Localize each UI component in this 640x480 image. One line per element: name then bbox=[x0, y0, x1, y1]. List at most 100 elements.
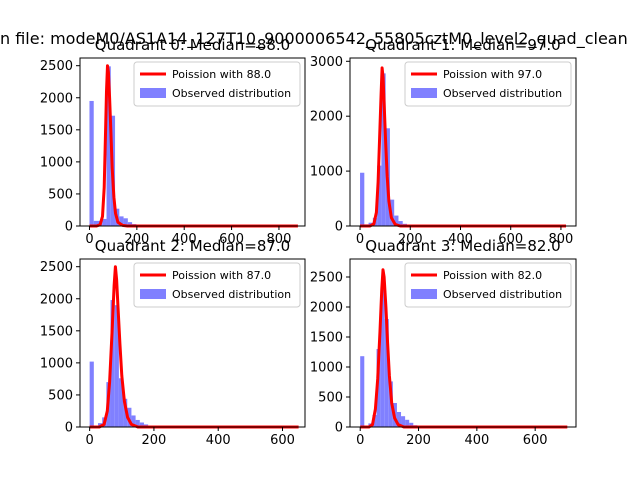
histogram-bar bbox=[93, 220, 98, 226]
histogram-bar bbox=[405, 419, 410, 427]
y-tick-label: 500 bbox=[48, 388, 73, 403]
x-tick-label: 0 bbox=[356, 232, 364, 247]
legend: Poission with 88.0 Observed distribution bbox=[133, 61, 301, 107]
legend-entry: Poission with 97.0 bbox=[443, 68, 542, 81]
x-tick-label: 0 bbox=[85, 232, 93, 247]
histogram-bar bbox=[135, 419, 140, 427]
y-tick-label: 0 bbox=[65, 421, 73, 436]
panel-title: Quadrant 1: Median=97.0 bbox=[365, 36, 560, 54]
y-tick-label: 1500 bbox=[310, 331, 343, 346]
histogram-bar bbox=[110, 300, 115, 427]
histogram-bar bbox=[114, 305, 119, 427]
y-tick-label: 1000 bbox=[310, 361, 343, 376]
legend-entry: Observed distribution bbox=[172, 87, 291, 100]
histogram-bar bbox=[106, 66, 111, 226]
legend-entry: Poission with 87.0 bbox=[172, 269, 271, 282]
legend-entry: Observed distribution bbox=[443, 288, 562, 301]
histogram-bar bbox=[89, 361, 94, 427]
axes-frame bbox=[79, 258, 306, 428]
y-tick-label: 2000 bbox=[40, 292, 73, 307]
y-tick-label: 500 bbox=[318, 391, 343, 406]
histogram-bar bbox=[360, 356, 365, 427]
legend-box bbox=[404, 262, 572, 308]
histogram-bar bbox=[401, 416, 406, 427]
histogram-bar bbox=[127, 222, 133, 226]
legend-box bbox=[404, 61, 572, 107]
figure-suptitle: n file: modeM0/AS1A14_127T10_9000006542_… bbox=[0, 29, 628, 49]
legend-bar-swatch bbox=[411, 88, 437, 98]
y-tick-label: 3000 bbox=[310, 55, 343, 70]
histogram-bar bbox=[376, 349, 381, 427]
x-tick-label: 600 bbox=[498, 232, 523, 247]
x-tick-label: 0 bbox=[356, 433, 364, 448]
y-tick-label: 0 bbox=[65, 220, 73, 235]
y-tick-label: 0 bbox=[335, 220, 343, 235]
axes-frame bbox=[349, 57, 577, 227]
y-tick-label: 1500 bbox=[40, 324, 73, 339]
x-tick-label: 600 bbox=[219, 232, 244, 247]
histogram-bar bbox=[102, 218, 107, 226]
histogram-bar bbox=[123, 398, 128, 427]
y-tick-label: 1000 bbox=[40, 155, 73, 170]
histogram-bar bbox=[118, 378, 124, 427]
histogram-bar bbox=[123, 218, 128, 226]
legend-entry: Poission with 82.0 bbox=[443, 269, 542, 282]
panel-title: Quadrant 3: Median=82.0 bbox=[365, 237, 560, 255]
histogram-bar bbox=[377, 165, 382, 226]
x-tick-label: 800 bbox=[549, 232, 574, 247]
histogram-bar bbox=[360, 172, 365, 226]
histogram-bar bbox=[127, 407, 132, 427]
y-tick-label: 1000 bbox=[40, 356, 73, 371]
y-tick-label: 2500 bbox=[40, 59, 73, 74]
legend-bar-swatch bbox=[140, 88, 166, 98]
chart-panel-1: 0 200 400 600 800 0 1000 2000 3000 Quadrant 1: Me… bbox=[310, 36, 577, 247]
histogram-bar bbox=[89, 100, 94, 226]
y-tick-label: 2000 bbox=[310, 301, 343, 316]
x-tick-label: 200 bbox=[124, 232, 149, 247]
chart-panel-2: 0 200 400 600 0 500 1000 1500 2000 2500 Quadrant 2… bbox=[40, 237, 306, 448]
histogram-bar bbox=[381, 73, 386, 226]
y-tick-label: 1500 bbox=[40, 123, 73, 138]
legend-entry: Observed distribution bbox=[443, 87, 562, 100]
histogram-bar bbox=[396, 412, 402, 427]
x-tick-label: 200 bbox=[142, 433, 167, 448]
panel-title: Quadrant 0: Median=88.0 bbox=[95, 36, 290, 54]
legend: Poission with 82.0 Observed distribution bbox=[404, 262, 572, 308]
y-tick-label: 500 bbox=[48, 187, 73, 202]
histogram-bar bbox=[380, 289, 385, 427]
x-tick-label: 200 bbox=[398, 232, 423, 247]
histogram-bar bbox=[384, 319, 389, 427]
y-tick-label: 2500 bbox=[40, 260, 73, 275]
y-tick-label: 2000 bbox=[310, 110, 343, 125]
axes-frame bbox=[349, 258, 577, 428]
axes-frame bbox=[79, 57, 306, 227]
histogram-bar bbox=[131, 415, 136, 427]
x-tick-label: 600 bbox=[270, 433, 295, 448]
x-tick-label: 400 bbox=[206, 433, 231, 448]
x-tick-label: 600 bbox=[523, 433, 548, 448]
legend-entry: Poission with 88.0 bbox=[172, 68, 271, 81]
x-tick-label: 400 bbox=[172, 232, 197, 247]
x-tick-label: 0 bbox=[86, 433, 94, 448]
legend: Poission with 87.0 Observed distribution bbox=[133, 262, 301, 308]
chart-panel-3: 0 200 400 600 0 500 1000 1500 2000 2500 Quadrant 3… bbox=[310, 237, 577, 448]
y-tick-label: 0 bbox=[335, 421, 343, 436]
histogram-bar bbox=[394, 215, 399, 226]
x-tick-label: 800 bbox=[267, 232, 292, 247]
x-tick-label: 200 bbox=[406, 433, 431, 448]
legend-bar-swatch bbox=[140, 289, 166, 299]
x-tick-label: 400 bbox=[448, 232, 473, 247]
histogram-bar bbox=[409, 422, 414, 427]
panel-title: Quadrant 2: Median=87.0 bbox=[95, 237, 290, 255]
y-tick-label: 2000 bbox=[40, 91, 73, 106]
legend: Poission with 97.0 Observed distribution bbox=[404, 61, 572, 107]
histogram-bar bbox=[398, 221, 403, 226]
y-tick-label: 2500 bbox=[310, 271, 343, 286]
x-tick-label: 400 bbox=[464, 433, 489, 448]
legend-box bbox=[133, 262, 301, 308]
legend-box bbox=[133, 61, 301, 107]
chart-panel-0: 0 200 400 600 800 0 500 1000 1500 2000 2500 Quadran… bbox=[40, 36, 306, 247]
histogram-bar bbox=[119, 216, 124, 226]
legend-entry: Observed distribution bbox=[172, 288, 291, 301]
